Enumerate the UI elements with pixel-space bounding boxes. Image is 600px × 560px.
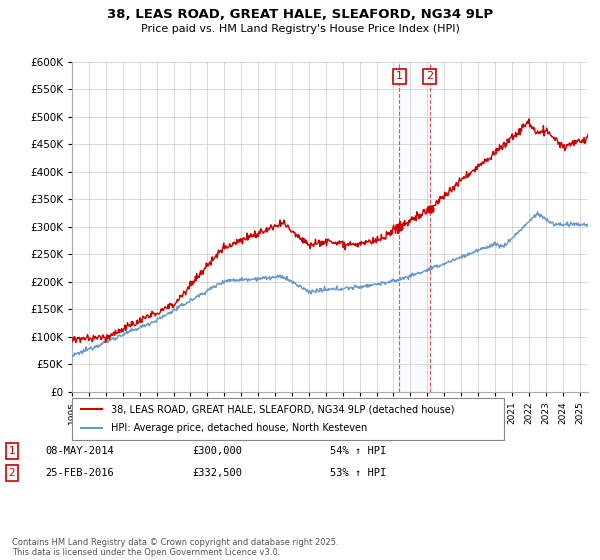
Text: 2: 2 — [8, 468, 16, 478]
Text: 53% ↑ HPI: 53% ↑ HPI — [330, 468, 386, 478]
FancyBboxPatch shape — [72, 398, 504, 440]
Text: 08-MAY-2014: 08-MAY-2014 — [45, 446, 114, 456]
Bar — [400, 62, 430, 392]
Text: £332,500: £332,500 — [192, 468, 242, 478]
Text: 54% ↑ HPI: 54% ↑ HPI — [330, 446, 386, 456]
Text: Price paid vs. HM Land Registry's House Price Index (HPI): Price paid vs. HM Land Registry's House … — [140, 24, 460, 34]
Text: 25-FEB-2016: 25-FEB-2016 — [45, 468, 114, 478]
Text: 1: 1 — [396, 72, 403, 81]
Text: 38, LEAS ROAD, GREAT HALE, SLEAFORD, NG34 9LP: 38, LEAS ROAD, GREAT HALE, SLEAFORD, NG3… — [107, 8, 493, 21]
Text: Contains HM Land Registry data © Crown copyright and database right 2025.
This d: Contains HM Land Registry data © Crown c… — [12, 538, 338, 557]
Text: HPI: Average price, detached house, North Kesteven: HPI: Average price, detached house, Nort… — [111, 423, 367, 433]
Text: 2: 2 — [426, 72, 433, 81]
Text: 38, LEAS ROAD, GREAT HALE, SLEAFORD, NG34 9LP (detached house): 38, LEAS ROAD, GREAT HALE, SLEAFORD, NG3… — [111, 404, 454, 414]
Text: £300,000: £300,000 — [192, 446, 242, 456]
Text: 1: 1 — [8, 446, 16, 456]
